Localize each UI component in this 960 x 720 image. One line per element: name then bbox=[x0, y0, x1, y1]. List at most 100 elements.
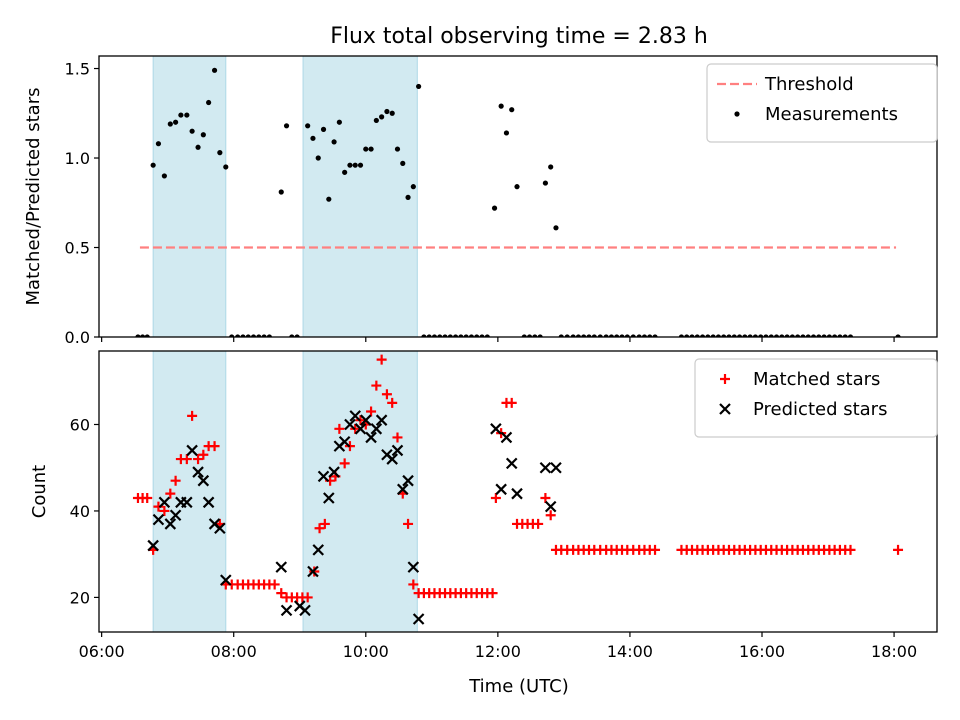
legend-frame bbox=[706, 63, 938, 143]
data-point bbox=[360, 414, 372, 426]
data-point bbox=[189, 128, 195, 134]
data-point bbox=[161, 173, 167, 179]
legend-marker bbox=[720, 374, 730, 384]
data-point bbox=[152, 513, 165, 526]
data-point bbox=[544, 500, 557, 513]
data-point bbox=[373, 117, 379, 124]
legend-label: Predicted stars bbox=[753, 399, 887, 420]
data-point bbox=[407, 561, 420, 573]
data-point bbox=[334, 423, 345, 434]
data-point bbox=[553, 225, 559, 231]
bottom-panel-counts: 20 40 60 06:00 08:00 10:00 12:00 14:00 16:00 18:0… bbox=[29, 350, 938, 661]
data-point bbox=[169, 509, 182, 522]
data-point bbox=[326, 196, 332, 202]
plot-area bbox=[132, 351, 904, 632]
top-panel-matched-predicted-ratio: 0.0 0.5 1.0 1.5 Matched/Predicted stars Thres… bbox=[23, 55, 938, 347]
data-point bbox=[487, 588, 498, 599]
data-point bbox=[509, 107, 515, 113]
data-point bbox=[503, 130, 510, 136]
data-point bbox=[195, 144, 201, 150]
axes-frame bbox=[98, 350, 938, 633]
data-point bbox=[533, 518, 544, 529]
series-predicted-stars bbox=[147, 410, 562, 625]
data-point bbox=[336, 119, 342, 125]
observing-interval-shade bbox=[152, 56, 227, 337]
data-point bbox=[305, 123, 311, 129]
data-point bbox=[314, 523, 325, 534]
data-point bbox=[548, 164, 554, 170]
data-point bbox=[186, 444, 198, 457]
chart-title: Flux total observing time = 2.83 h bbox=[330, 24, 708, 49]
x-tick-label: 16:00 bbox=[739, 642, 785, 661]
data-point bbox=[400, 160, 406, 166]
data-point bbox=[158, 496, 171, 509]
data-point bbox=[153, 501, 164, 512]
data-point bbox=[319, 518, 330, 529]
data-point bbox=[323, 492, 335, 504]
data-point bbox=[276, 588, 287, 599]
data-point bbox=[405, 194, 411, 200]
data-point bbox=[331, 139, 337, 145]
data-point bbox=[375, 414, 388, 426]
y-tick-label: 1.5 bbox=[65, 60, 90, 79]
data-point bbox=[315, 155, 321, 161]
data-point bbox=[307, 565, 319, 578]
data-point bbox=[211, 67, 218, 73]
data-point bbox=[320, 126, 327, 132]
data-point bbox=[490, 492, 501, 503]
data-point bbox=[184, 112, 190, 118]
legend-label: Matched stars bbox=[753, 369, 880, 390]
legend: Threshold Measurements bbox=[706, 63, 938, 143]
data-point bbox=[349, 410, 361, 422]
data-point bbox=[278, 189, 284, 195]
data-point bbox=[366, 406, 377, 417]
data-point bbox=[269, 579, 280, 590]
data-point bbox=[357, 162, 364, 168]
data-point bbox=[650, 544, 661, 555]
data-point bbox=[540, 492, 551, 503]
y-tick-label: 40 bbox=[70, 502, 90, 521]
data-point bbox=[376, 354, 387, 365]
data-point bbox=[187, 410, 198, 421]
data-point bbox=[165, 488, 176, 499]
data-point bbox=[280, 604, 293, 617]
data-point bbox=[498, 103, 504, 109]
observing-interval-shade bbox=[302, 56, 418, 337]
data-point bbox=[299, 604, 311, 617]
data-point bbox=[202, 496, 215, 509]
data-point bbox=[223, 164, 229, 170]
data-point bbox=[542, 180, 549, 186]
data-point bbox=[283, 123, 290, 129]
data-point bbox=[389, 110, 395, 116]
data-point bbox=[220, 574, 232, 586]
data-point bbox=[302, 592, 313, 603]
data-point bbox=[167, 121, 173, 127]
x-tick-label: 08:00 bbox=[211, 642, 257, 661]
y-tick-label: 1.0 bbox=[65, 149, 90, 168]
data-point bbox=[514, 184, 520, 190]
data-point bbox=[173, 119, 179, 125]
data-point bbox=[370, 423, 383, 435]
data-point bbox=[209, 441, 220, 452]
x-axis-label: Time (UTC) bbox=[468, 676, 569, 697]
data-point bbox=[193, 454, 204, 465]
data-point bbox=[170, 475, 181, 486]
data-point bbox=[402, 474, 414, 487]
data-point bbox=[197, 474, 210, 487]
data-point bbox=[192, 466, 204, 478]
x-tick-label: 06:00 bbox=[79, 642, 125, 661]
data-point bbox=[159, 505, 170, 516]
data-point bbox=[379, 114, 385, 120]
y-tick-label: 0.0 bbox=[65, 328, 90, 347]
data-point bbox=[392, 432, 403, 443]
data-point bbox=[505, 457, 518, 470]
data-point bbox=[845, 544, 856, 555]
data-point bbox=[312, 544, 325, 556]
legend-marker bbox=[719, 403, 731, 415]
y-axis-label: Count bbox=[29, 465, 50, 518]
legend-frame bbox=[694, 358, 938, 438]
data-point bbox=[545, 510, 556, 521]
data-point bbox=[214, 522, 226, 535]
data-point bbox=[363, 146, 369, 152]
